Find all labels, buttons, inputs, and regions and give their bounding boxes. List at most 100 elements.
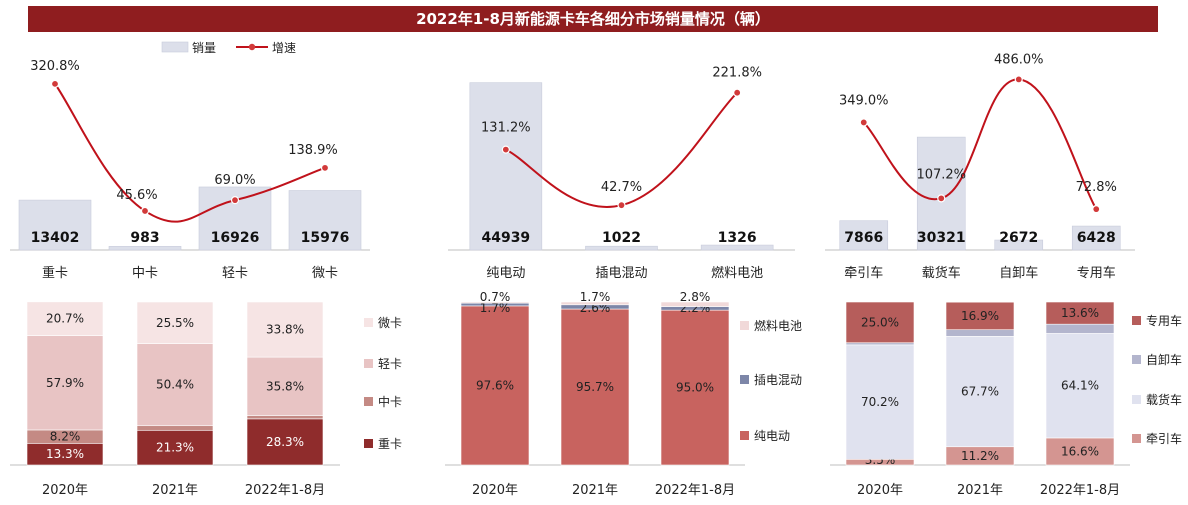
growth-line — [54, 83, 326, 223]
stack-segment — [460, 305, 530, 466]
legend-swatch — [1132, 434, 1141, 443]
volume-bar — [1071, 225, 1121, 251]
segment-label: 1.7% — [580, 290, 611, 304]
segment-label: 70.2% — [861, 395, 899, 409]
legend-swatch — [740, 375, 749, 384]
legend-swatch — [364, 318, 373, 327]
bar-value-label: 6428 — [1077, 230, 1116, 246]
growth-label: 72.8% — [1076, 180, 1117, 195]
legend-swatch — [1132, 395, 1141, 404]
bar-value-label: 1326 — [718, 230, 757, 246]
growth-label: 138.9% — [288, 143, 338, 158]
growth-point — [937, 194, 946, 203]
bar-value-label: 16926 — [211, 230, 260, 246]
category-label: 2022年1-8月 — [1040, 483, 1120, 498]
volume-bar — [18, 199, 92, 251]
volume-bar — [469, 82, 543, 251]
legend-label: 中卡 — [378, 394, 402, 409]
category-label: 纯电动 — [486, 266, 525, 281]
growth-label: 45.6% — [116, 188, 157, 203]
stack-segment — [1045, 333, 1115, 439]
legend-volume-label: 销量 — [192, 41, 216, 55]
category-label: 微卡 — [312, 266, 338, 281]
category-label: 2020年 — [472, 483, 518, 498]
growth-label: 69.0% — [214, 173, 255, 188]
legend-swatch — [364, 439, 373, 448]
stack-segment — [660, 309, 730, 466]
legend-label: 专用车 — [1146, 313, 1182, 328]
bar-value-label: 30321 — [917, 230, 966, 246]
volume-bar — [585, 245, 658, 251]
bar-value-label: 1022 — [602, 230, 641, 246]
segment-label: 16.9% — [961, 309, 999, 323]
segment-label: 21.3% — [156, 441, 194, 455]
legend-label: 轻卡 — [378, 357, 402, 371]
legend-swatch — [1132, 316, 1141, 325]
stack-segment — [560, 308, 630, 466]
volume-bar — [288, 190, 362, 251]
stack-segment — [246, 356, 324, 416]
stack-segment — [136, 343, 214, 427]
category-label: 牵引车 — [844, 265, 883, 281]
legend-label: 牵引车 — [1146, 431, 1182, 446]
stack-segment — [26, 301, 104, 336]
category-label: 2022年1-8月 — [245, 483, 325, 498]
category-label: 专用车 — [1077, 265, 1116, 281]
stack-segment — [246, 418, 324, 466]
growth-point — [501, 145, 510, 154]
bar-value-label: 983 — [130, 230, 159, 246]
segment-label: 8.2% — [50, 430, 81, 444]
segment-label: 25.0% — [861, 315, 899, 329]
category-label: 2021年 — [572, 483, 618, 498]
segment-label: 50.4% — [156, 378, 194, 392]
chart-title: 2022年1-8月新能源卡车各细分市场销量情况（辆） — [28, 6, 1158, 32]
growth-line — [863, 78, 1098, 210]
legend-label: 载货车 — [1146, 392, 1182, 407]
growth-point — [140, 206, 150, 216]
category-label: 2021年 — [957, 483, 1003, 498]
category-label: 自卸车 — [999, 265, 1038, 281]
legend-growth-marker — [248, 43, 256, 51]
legend-swatch — [364, 397, 373, 406]
growth-label: 42.7% — [601, 180, 642, 195]
category-label: 燃料电池 — [711, 265, 763, 281]
bar-value-label: 44939 — [481, 230, 530, 246]
category-label: 2020年 — [857, 483, 903, 498]
category-label: 2020年 — [42, 483, 88, 498]
legend-label: 燃料电池 — [754, 318, 802, 333]
segment-label: 1.7% — [480, 301, 511, 315]
growth-point — [733, 88, 742, 97]
stack-segment — [246, 301, 324, 358]
growth-point — [50, 79, 60, 88]
legend-label: 微卡 — [378, 316, 402, 330]
growth-point — [230, 196, 240, 205]
category-label: 插电混动 — [595, 266, 647, 281]
segment-label: 57.9% — [46, 376, 84, 390]
growth-label: 107.2% — [916, 167, 966, 182]
bar-value-label: 7866 — [844, 230, 883, 246]
legend-label: 自卸车 — [1146, 352, 1182, 367]
stack-segment — [1045, 301, 1115, 325]
segment-label: 13.3% — [46, 447, 84, 461]
segment-label: 97.6% — [476, 378, 514, 392]
segment-label: 11.2% — [961, 449, 999, 463]
category-label: 轻卡 — [222, 266, 248, 281]
growth-point — [859, 118, 868, 127]
segment-label: 64.1% — [1061, 379, 1099, 393]
legend-growth-label: 增速 — [272, 41, 296, 55]
stack-segment — [1045, 437, 1115, 466]
volume-bar — [994, 239, 1044, 251]
stack-segment — [845, 301, 915, 344]
volume-bar — [839, 220, 889, 251]
growth-point — [1014, 75, 1023, 84]
stack-segment — [1045, 323, 1115, 334]
segment-label: 28.3% — [266, 435, 304, 449]
category-label: 中卡 — [132, 266, 158, 281]
segment-label: 20.7% — [46, 312, 84, 326]
growth-label: 486.0% — [994, 52, 1044, 67]
stack-segment — [945, 301, 1015, 331]
legend-label: 纯电动 — [754, 429, 790, 443]
category-label: 2021年 — [152, 483, 198, 498]
stack-segment — [26, 335, 104, 431]
